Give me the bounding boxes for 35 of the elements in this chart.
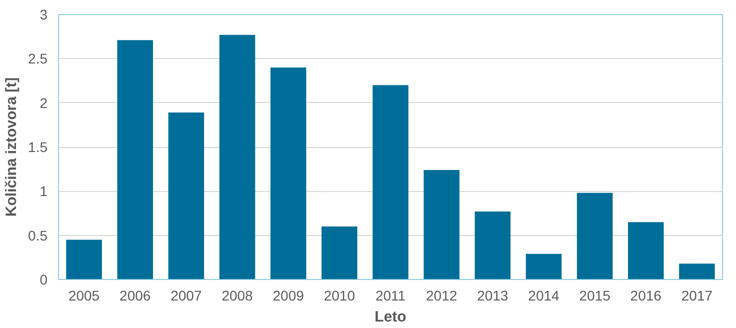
x-tick-label: 2007 (170, 288, 202, 304)
y-tick-label: 3 (40, 6, 48, 22)
y-tick-label: 2 (40, 94, 48, 111)
bar (628, 222, 664, 280)
bar (322, 226, 358, 280)
x-tick-label: 2011 (375, 288, 406, 304)
bar (168, 112, 204, 280)
bar (424, 170, 460, 280)
bar (66, 240, 102, 280)
x-tick-label: 2009 (272, 288, 304, 304)
bar (219, 34, 256, 280)
bar (270, 68, 306, 280)
x-axis-title: Leto (374, 308, 406, 326)
x-tick-label: 2010 (324, 288, 356, 304)
bar (372, 85, 408, 280)
x-tick-label: 2016 (630, 288, 662, 304)
x-tick-label: 2017 (681, 288, 713, 304)
bar (474, 211, 511, 280)
x-tick-label: 2015 (579, 288, 611, 304)
y-tick-label: 0.5 (28, 227, 48, 244)
x-tick-label: 2005 (68, 288, 100, 304)
bar (679, 264, 715, 280)
x-tick-label: 2008 (222, 288, 254, 304)
y-tick-label: 2.5 (28, 50, 48, 67)
bar (576, 192, 613, 280)
bar (526, 254, 562, 280)
x-tick-label: 2006 (120, 288, 151, 304)
y-tick-label: 1.5 (28, 139, 48, 155)
x-tick-label: 2013 (477, 288, 508, 304)
bar (117, 40, 153, 280)
x-tick-label: 2014 (528, 288, 560, 304)
x-tick-label: 2012 (426, 288, 458, 304)
y-axis-title: Količina iztovora [t] (3, 77, 20, 217)
y-tick-label: 0 (40, 272, 48, 288)
y-tick-label: 1 (40, 183, 48, 200)
